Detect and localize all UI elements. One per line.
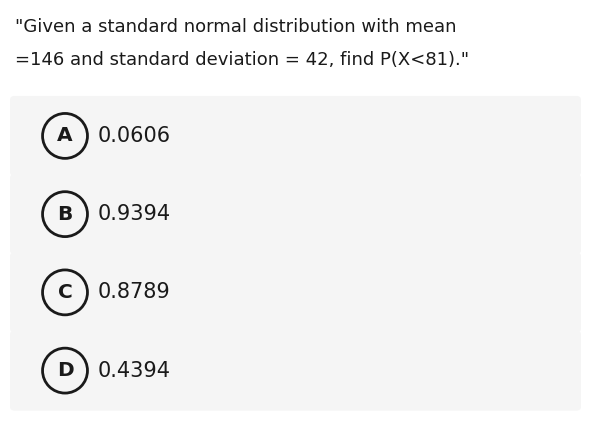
- FancyBboxPatch shape: [10, 252, 581, 332]
- Text: D: D: [57, 361, 73, 380]
- Ellipse shape: [43, 192, 87, 236]
- Ellipse shape: [43, 114, 87, 158]
- Text: 0.8789: 0.8789: [98, 282, 170, 302]
- Text: 0.4394: 0.4394: [98, 361, 171, 381]
- FancyBboxPatch shape: [10, 96, 581, 176]
- Text: =146 and standard deviation = 42, find P(X<81).": =146 and standard deviation = 42, find P…: [15, 51, 469, 69]
- FancyBboxPatch shape: [10, 174, 581, 254]
- Text: C: C: [58, 283, 72, 302]
- Ellipse shape: [43, 348, 87, 393]
- Text: 0.0606: 0.0606: [98, 126, 171, 146]
- FancyBboxPatch shape: [10, 331, 581, 411]
- Text: A: A: [57, 126, 73, 145]
- Text: 0.9394: 0.9394: [98, 204, 171, 224]
- Text: B: B: [57, 205, 73, 224]
- Text: "Given a standard normal distribution with mean: "Given a standard normal distribution wi…: [15, 18, 456, 36]
- Ellipse shape: [43, 270, 87, 315]
